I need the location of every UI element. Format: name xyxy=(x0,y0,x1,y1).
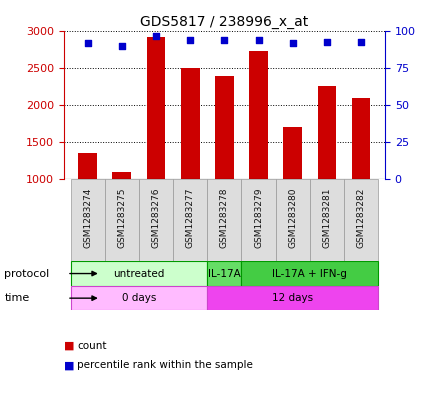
Bar xyxy=(113,172,131,179)
Text: GSM1283276: GSM1283276 xyxy=(151,187,161,248)
Text: ■: ■ xyxy=(64,360,74,371)
Bar xyxy=(105,179,139,261)
Bar xyxy=(242,261,378,286)
Bar xyxy=(352,98,370,179)
Text: 0 days: 0 days xyxy=(122,293,156,303)
Bar xyxy=(215,76,234,179)
Text: ■: ■ xyxy=(64,341,74,351)
Text: GSM1283281: GSM1283281 xyxy=(323,187,331,248)
Text: percentile rank within the sample: percentile rank within the sample xyxy=(77,360,253,371)
Point xyxy=(289,40,296,46)
Text: GSM1283282: GSM1283282 xyxy=(356,187,366,248)
Point xyxy=(358,39,365,45)
Text: GSM1283279: GSM1283279 xyxy=(254,187,263,248)
Text: protocol: protocol xyxy=(4,268,50,279)
Point xyxy=(323,39,330,45)
Bar xyxy=(207,286,378,310)
Bar xyxy=(71,261,207,286)
Bar xyxy=(173,179,207,261)
Point xyxy=(84,40,91,46)
Text: GSM1283274: GSM1283274 xyxy=(83,187,92,248)
Text: GSM1283280: GSM1283280 xyxy=(288,187,297,248)
Text: untreated: untreated xyxy=(113,268,165,279)
Bar xyxy=(78,153,97,179)
Text: GSM1283278: GSM1283278 xyxy=(220,187,229,248)
Text: GSM1283275: GSM1283275 xyxy=(117,187,126,248)
Text: IL-17A: IL-17A xyxy=(208,268,241,279)
Bar xyxy=(207,261,242,286)
Point xyxy=(255,37,262,44)
Bar xyxy=(344,179,378,261)
Text: GSM1283277: GSM1283277 xyxy=(186,187,195,248)
Point xyxy=(187,37,194,44)
Point xyxy=(153,33,160,39)
Bar xyxy=(147,37,165,179)
Bar xyxy=(249,51,268,179)
Bar xyxy=(181,68,200,179)
Bar xyxy=(242,179,275,261)
Bar xyxy=(318,86,336,179)
Point xyxy=(118,43,125,50)
Bar xyxy=(310,179,344,261)
Bar xyxy=(207,179,242,261)
Bar xyxy=(71,179,105,261)
Text: IL-17A + IFN-g: IL-17A + IFN-g xyxy=(272,268,347,279)
Bar xyxy=(71,286,207,310)
Bar xyxy=(139,179,173,261)
Bar xyxy=(275,179,310,261)
Text: count: count xyxy=(77,341,106,351)
Text: time: time xyxy=(4,293,29,303)
Point xyxy=(221,37,228,44)
Bar xyxy=(283,127,302,179)
Text: 12 days: 12 days xyxy=(272,293,313,303)
Title: GDS5817 / 238996_x_at: GDS5817 / 238996_x_at xyxy=(140,15,308,29)
